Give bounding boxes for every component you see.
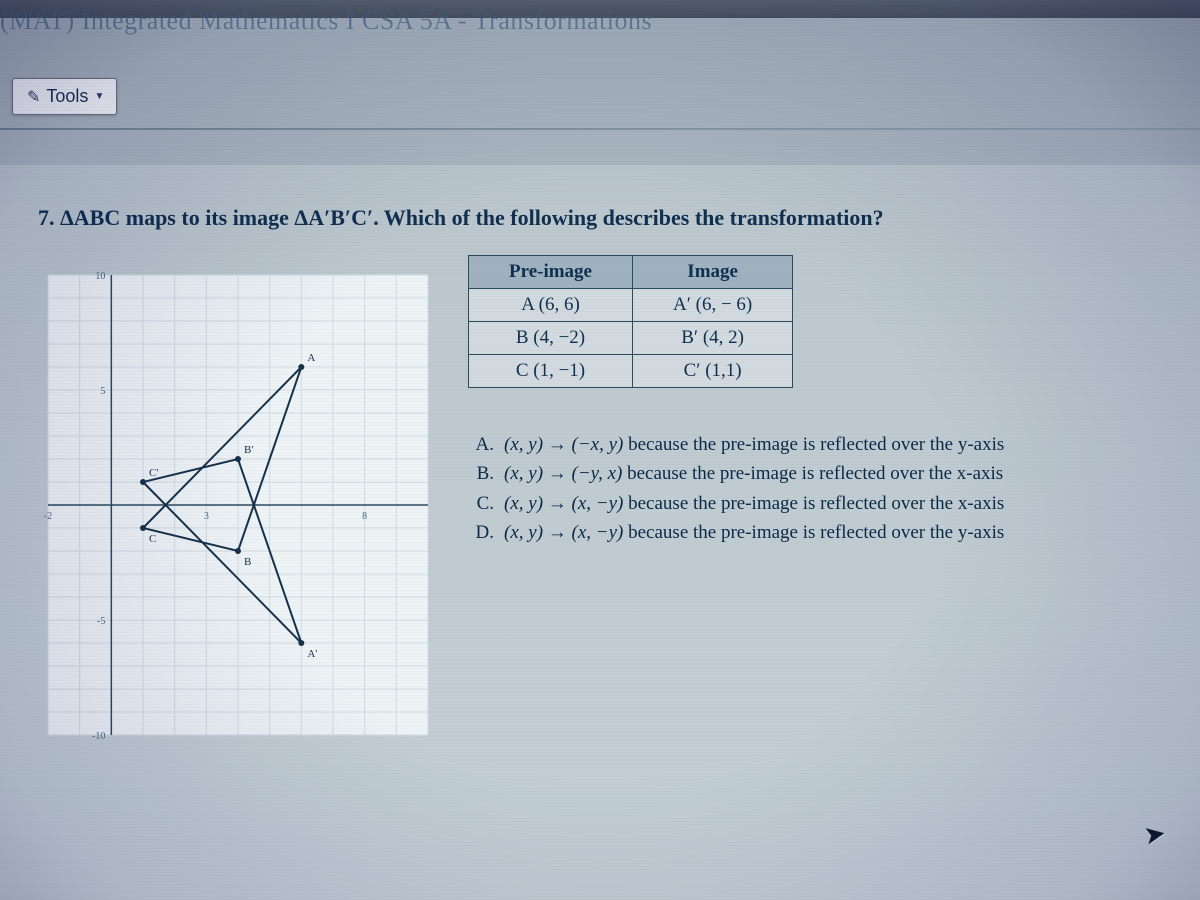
- wrench-icon: ✎: [27, 87, 40, 107]
- answer-choices: A. (x, y) → (−x, y) because the pre-image…: [468, 430, 1180, 548]
- table-cell: A (6, 6): [469, 289, 633, 322]
- svg-text:-10: -10: [92, 731, 105, 742]
- table-cell: B (4, −2): [469, 322, 633, 355]
- table-row: A (6, 6)A′ (6, − 6): [469, 289, 793, 322]
- answer-choice[interactable]: A. (x, y) → (−x, y) because the pre-image…: [468, 430, 1180, 459]
- svg-text:A: A: [307, 352, 315, 364]
- choice-label: D.: [468, 518, 494, 547]
- answer-choice[interactable]: D. (x, y) → (x, −y) because the pre-image…: [468, 518, 1180, 547]
- question-number: 7.: [38, 205, 55, 230]
- table-cell: A′ (6, − 6): [633, 289, 793, 322]
- choice-text: (x, y) → (x, −y) because the pre-image i…: [504, 518, 1004, 547]
- svg-text:A': A': [307, 648, 317, 660]
- question-body: ΔABC maps to its image ΔA′B′C′. Which of…: [60, 205, 884, 230]
- table-header-preimage: Pre-image: [469, 256, 633, 289]
- choice-text: (x, y) → (x, −y) because the pre-image i…: [504, 489, 1004, 518]
- choice-text: (x, y) → (−y, x) because the pre-image i…: [504, 459, 1003, 488]
- choice-label: A.: [468, 430, 494, 459]
- question-text: 7. ΔABC maps to its image ΔA′B′C′. Which…: [38, 205, 1190, 231]
- question-content: 7. ΔABC maps to its image ΔA′B′C′. Which…: [0, 165, 1200, 900]
- svg-text:B: B: [244, 556, 251, 568]
- toolbar-divider: [0, 128, 1200, 130]
- svg-text:B': B': [244, 444, 253, 456]
- answer-choice[interactable]: C. (x, y) → (x, −y) because the pre-image…: [468, 489, 1180, 518]
- tools-label: Tools: [46, 86, 88, 107]
- page-title: (MAT) Integrated Mathematics I CSA 5A - …: [0, 6, 652, 36]
- svg-text:10: 10: [95, 271, 105, 282]
- svg-text:8: 8: [362, 511, 367, 522]
- table-cell: C′ (1,1): [633, 355, 793, 388]
- svg-text:3: 3: [204, 511, 209, 522]
- table-cell: B′ (4, 2): [633, 322, 793, 355]
- answer-choice[interactable]: B. (x, y) → (−y, x) because the pre-image…: [468, 459, 1180, 488]
- coordinate-table: Pre-image Image A (6, 6)A′ (6, − 6)B (4,…: [468, 255, 793, 388]
- table-row: B (4, −2)B′ (4, 2): [469, 322, 793, 355]
- table-row: C (1, −1)C′ (1,1): [469, 355, 793, 388]
- chevron-down-icon: ▼: [94, 91, 104, 102]
- tools-dropdown[interactable]: ✎ Tools ▼: [12, 78, 117, 115]
- svg-text:C: C: [149, 533, 156, 545]
- choice-text: (x, y) → (−x, y) because the pre-image i…: [504, 430, 1004, 459]
- table-header-image: Image: [633, 256, 793, 289]
- choice-label: B.: [468, 459, 494, 488]
- svg-text:C': C': [149, 467, 158, 479]
- svg-text:5: 5: [100, 386, 105, 397]
- svg-text:-2: -2: [44, 511, 52, 522]
- svg-text:-5: -5: [97, 616, 105, 627]
- coordinate-graph: -2 3 8 -10 -5 5 10 A B C A' B' C': [28, 255, 448, 755]
- choice-label: C.: [468, 489, 494, 518]
- table-cell: C (1, −1): [469, 355, 633, 388]
